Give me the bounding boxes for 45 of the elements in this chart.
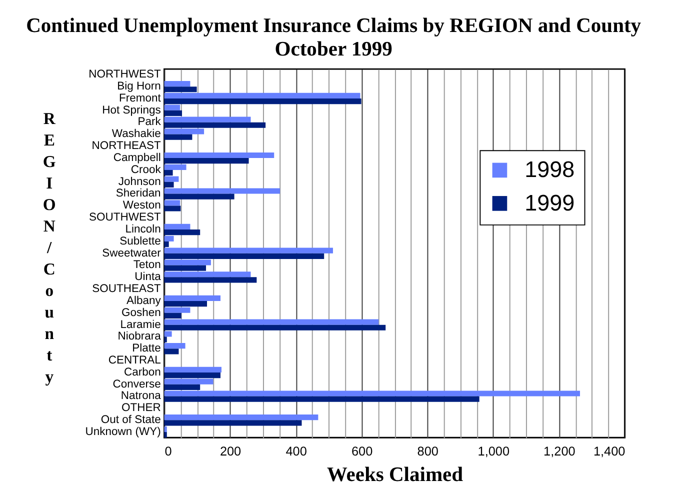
text: REGION/County bbox=[42, 108, 56, 386]
y-tick-label: Carbon bbox=[124, 366, 161, 378]
y-tick-label: Uinta bbox=[134, 271, 162, 284]
y-tick-label: Lincoln bbox=[125, 223, 161, 236]
y-tick-label: Laramie bbox=[120, 318, 161, 331]
legend-label: 1999 bbox=[524, 190, 575, 216]
y-tick-label: Crook bbox=[130, 164, 162, 176]
y-tick-label: Out of State bbox=[100, 414, 161, 426]
y-tick-label: Campbell bbox=[113, 152, 161, 164]
y-tick-label: NORTHEAST bbox=[92, 140, 161, 152]
chart-title: Continued Unemployment Insurance Claims by REGION and County bbox=[26, 15, 642, 38]
x-tick-label: 400 bbox=[286, 444, 307, 459]
x-tick-label: 0 bbox=[164, 444, 172, 459]
x-tick-label: 200 bbox=[220, 444, 242, 459]
x-tick-label: 1,000 bbox=[478, 444, 510, 459]
y-tick-label: CENTRAL bbox=[108, 354, 161, 366]
y-tick-label: Platte bbox=[132, 342, 161, 355]
y-tick-label: Big Horn bbox=[117, 80, 161, 93]
y-tick-label: Park bbox=[138, 116, 162, 128]
y-tick-label: Sweetwater bbox=[102, 247, 162, 260]
y-tick-label: Sheridan bbox=[116, 188, 161, 200]
y-tick-label: NORTHWEST bbox=[88, 68, 161, 81]
y-tick-label: Converse bbox=[112, 378, 161, 390]
y-tick-label: SOUTHWEST bbox=[89, 212, 161, 224]
y-tick-label: Johnson bbox=[118, 176, 161, 188]
x-axis-title: Weeks Claimed bbox=[326, 464, 464, 486]
x-tick-label: 600 bbox=[351, 444, 373, 459]
x-tick-label: 1,200 bbox=[544, 444, 576, 459]
y-tick-label: Weston bbox=[122, 200, 161, 212]
y-tick-label: SOUTHEAST bbox=[92, 283, 161, 296]
y-tick-label: Albany bbox=[126, 294, 162, 307]
y-tick-label: Natrona bbox=[120, 390, 162, 402]
y-tick-label: Goshen bbox=[121, 306, 161, 319]
y-tick-label: Sublette bbox=[120, 235, 161, 248]
x-tick-label: 1,400 bbox=[593, 444, 626, 459]
legend-label: 1998 bbox=[524, 157, 575, 182]
chart-subtitle: October 1999 bbox=[274, 38, 392, 61]
y-tick-label: Teton bbox=[133, 259, 161, 272]
x-tick-label: 800 bbox=[417, 444, 438, 459]
y-tick-label: Hot Springs bbox=[102, 104, 162, 116]
y-tick-label: Washakie bbox=[112, 128, 161, 140]
y-tick-label: Unknown (WY) bbox=[85, 426, 162, 438]
y-tick-label: Fremont bbox=[118, 92, 162, 104]
y-tick-label: Niobrara bbox=[118, 330, 162, 343]
y-tick-label: OTHER bbox=[121, 402, 161, 414]
